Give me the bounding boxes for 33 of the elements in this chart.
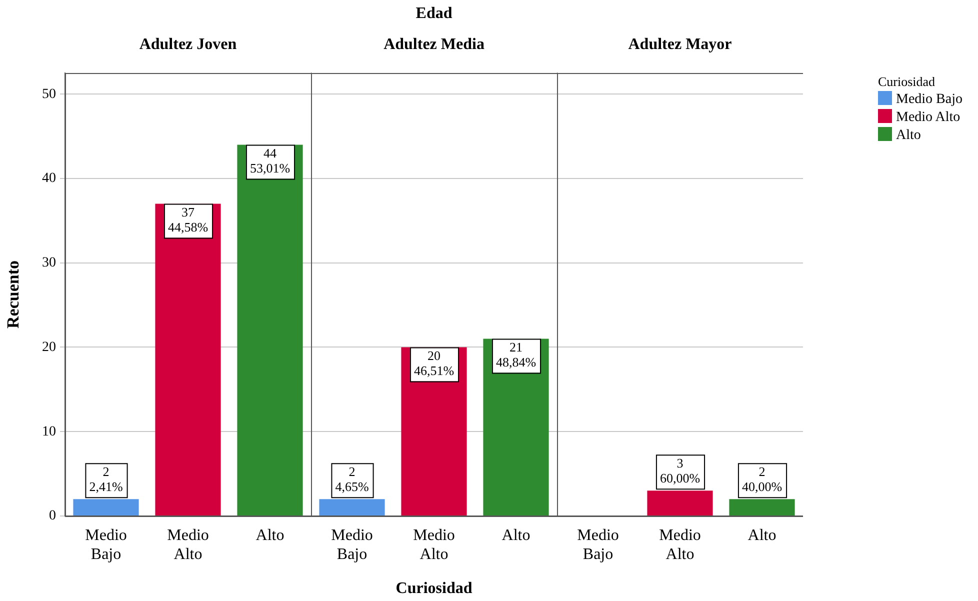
data-label: 2 4,65%: [335, 464, 369, 494]
x-tick-label: Medio Bajo: [85, 526, 127, 564]
data-label: 2 2,41%: [89, 464, 123, 494]
chart-subtitle: Adultez Joven: [138, 36, 238, 54]
x-tick-label: Medio Bajo: [331, 526, 373, 564]
y-tick-label: 50: [42, 86, 56, 102]
data-label: 37 44,58%: [168, 204, 208, 235]
chart-subtitle: Adultez Media: [382, 36, 486, 54]
data-label: 2 40,00%: [742, 464, 782, 494]
x-tick-label: Alto: [256, 526, 284, 544]
y-axis-title: Recuento: [4, 260, 23, 328]
x-tick-label: Medio Alto: [413, 526, 455, 564]
y-tick-label: 20: [42, 340, 56, 355]
y-tick-label: 0: [49, 508, 56, 524]
legend-label: Alto: [896, 128, 921, 143]
x-tick-label: Medio Alto: [659, 526, 701, 564]
legend-label: Medio Alto: [896, 110, 960, 125]
y-tick-label: 10: [42, 424, 56, 440]
chart-title: Edad: [414, 5, 454, 23]
chart-subtitle: Adultez Mayor: [627, 36, 733, 54]
data-label: 3 60,00%: [660, 456, 700, 486]
legend-title: Curiosidad: [878, 73, 936, 91]
x-tick-label: Alto: [502, 526, 530, 544]
x-tick-label: Medio Alto: [167, 526, 209, 564]
y-tick-label: 40: [42, 171, 56, 186]
data-label: 21 48,84%: [496, 340, 536, 370]
data-label: 44 53,01%: [250, 146, 290, 176]
legend-label: Medio Bajo: [896, 92, 962, 107]
x-tick-label: Medio Bajo: [577, 526, 619, 564]
x-axis-title: Curiosidad: [394, 580, 474, 598]
x-tick-label: Alto: [748, 526, 776, 544]
data-label: 20 46,51%: [414, 348, 454, 378]
y-tick-label: 30: [42, 256, 56, 271]
